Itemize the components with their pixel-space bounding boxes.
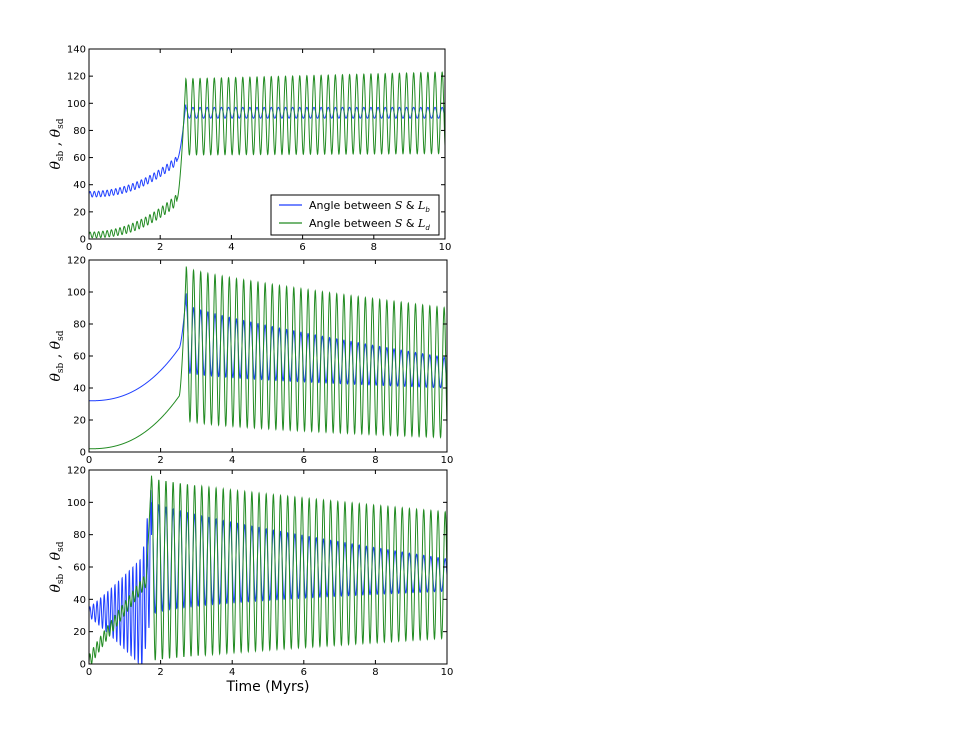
y-tick-label: 120 <box>67 466 86 477</box>
x-axis-label: Time (Myrs) <box>225 679 309 695</box>
x-tick-label: 8 <box>372 455 378 466</box>
x-tick-label: 0 <box>86 242 92 253</box>
x-tick-label: 4 <box>229 667 235 678</box>
legend: Angle between S & Lb Angle between S & L… <box>270 194 440 236</box>
y-axis-label-top: θsb , θsd <box>48 118 66 169</box>
x-tick-label: 6 <box>299 242 305 253</box>
y-tick-label: 0 <box>80 660 86 671</box>
y-tick-label: 120 <box>67 72 86 83</box>
legend-box <box>270 194 440 236</box>
x-tick-label: 6 <box>301 667 307 678</box>
y-tick-label: 60 <box>73 352 86 363</box>
y-tick-label: 100 <box>67 288 86 299</box>
series-line-middle-green <box>89 266 447 450</box>
y-tick-label: 100 <box>67 99 86 110</box>
y-tick-label: 40 <box>73 595 86 606</box>
y-tick-label: 140 <box>67 45 86 56</box>
y-tick-label: 0 <box>80 235 86 246</box>
x-tick-label: 10 <box>439 242 452 253</box>
x-tick-label: 8 <box>371 242 377 253</box>
x-tick-label: 6 <box>301 455 307 466</box>
y-tick-label: 60 <box>73 153 86 164</box>
legend-entry-green: Angle between S & Ld <box>309 217 430 232</box>
axes-frame-top <box>88 48 446 240</box>
series-line-top-blue <box>89 104 445 198</box>
x-tick-label: 2 <box>157 667 163 678</box>
y-tick-label: 20 <box>73 416 86 427</box>
y-tick-label: 20 <box>73 207 86 218</box>
x-tick-label: 10 <box>441 667 454 678</box>
x-tick-label: 2 <box>157 242 163 253</box>
x-tick-label: 10 <box>441 455 454 466</box>
y-tick-label: 40 <box>73 384 86 395</box>
y-tick-label: 0 <box>80 448 86 459</box>
y-tick-label: 40 <box>73 180 86 191</box>
y-axis-label-middle: θsb , θsd <box>48 330 66 381</box>
series-line-middle-blue <box>89 293 447 402</box>
x-tick-label: 4 <box>229 455 235 466</box>
x-tick-label: 2 <box>157 455 163 466</box>
legend-entry-blue: Angle between S & Lb <box>309 199 430 214</box>
x-tick-label: 0 <box>86 455 92 466</box>
y-tick-label: 120 <box>67 256 86 267</box>
y-tick-label: 80 <box>73 530 86 541</box>
x-tick-label: 0 <box>86 667 92 678</box>
x-tick-label: 8 <box>372 667 378 678</box>
series-line-bottom-green <box>89 475 447 664</box>
y-axis-label-bottom: θsb , θsd <box>48 541 66 592</box>
y-tick-label: 80 <box>73 126 86 137</box>
y-tick-label: 80 <box>73 320 86 331</box>
y-tick-label: 20 <box>73 627 86 638</box>
y-tick-label: 60 <box>73 563 86 574</box>
y-tick-label: 100 <box>67 498 86 509</box>
series-line-top-green <box>89 71 445 239</box>
x-tick-label: 4 <box>228 242 234 253</box>
